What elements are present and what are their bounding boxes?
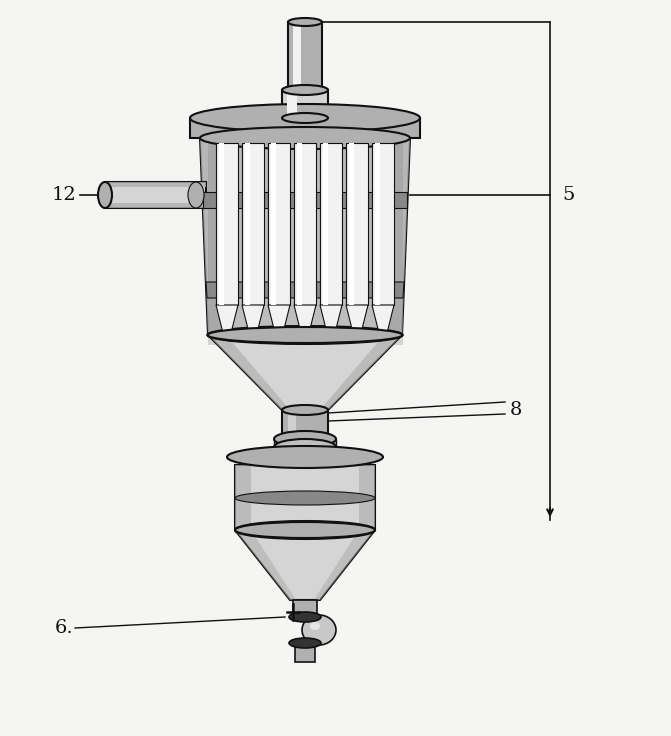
Ellipse shape: [207, 326, 403, 344]
Bar: [216, 143, 238, 305]
Ellipse shape: [200, 127, 410, 149]
Bar: [105, 182, 206, 187]
Ellipse shape: [274, 431, 336, 447]
Bar: [235, 465, 251, 530]
Bar: [245, 143, 250, 305]
Bar: [282, 410, 328, 445]
Ellipse shape: [282, 405, 328, 415]
Polygon shape: [242, 305, 264, 333]
Polygon shape: [294, 305, 316, 333]
Ellipse shape: [190, 104, 420, 132]
Ellipse shape: [302, 615, 336, 645]
Bar: [268, 143, 290, 305]
Polygon shape: [320, 335, 402, 410]
Bar: [295, 643, 315, 662]
Polygon shape: [372, 305, 394, 333]
Polygon shape: [216, 305, 238, 333]
Text: 12: 12: [52, 186, 76, 204]
Bar: [359, 465, 375, 530]
Ellipse shape: [98, 182, 112, 208]
Bar: [346, 143, 368, 305]
Ellipse shape: [289, 612, 321, 622]
Ellipse shape: [289, 638, 321, 648]
Ellipse shape: [207, 327, 403, 343]
Polygon shape: [346, 305, 368, 333]
Bar: [105, 203, 206, 208]
Bar: [208, 143, 403, 345]
Ellipse shape: [188, 182, 204, 208]
Polygon shape: [206, 282, 404, 298]
Bar: [372, 143, 394, 305]
Ellipse shape: [282, 113, 328, 123]
Text: 5: 5: [562, 186, 574, 204]
Bar: [288, 22, 322, 90]
Bar: [190, 118, 420, 138]
Ellipse shape: [235, 522, 375, 538]
Bar: [323, 143, 328, 305]
Polygon shape: [235, 530, 296, 600]
Bar: [288, 410, 296, 445]
Ellipse shape: [235, 491, 375, 505]
Bar: [293, 600, 317, 617]
Bar: [297, 143, 302, 305]
Ellipse shape: [288, 18, 322, 26]
Polygon shape: [203, 192, 407, 208]
Bar: [105, 182, 206, 208]
Polygon shape: [208, 335, 402, 410]
Bar: [349, 143, 354, 305]
Bar: [287, 90, 297, 118]
Polygon shape: [384, 138, 410, 335]
Text: 8: 8: [510, 401, 523, 419]
Bar: [274, 439, 336, 447]
Ellipse shape: [235, 521, 375, 539]
Text: 6.: 6.: [55, 619, 74, 637]
Bar: [242, 143, 264, 305]
Ellipse shape: [274, 439, 336, 455]
Bar: [235, 465, 375, 530]
Bar: [320, 143, 342, 305]
Polygon shape: [235, 530, 375, 600]
Ellipse shape: [227, 446, 383, 468]
Polygon shape: [268, 305, 290, 333]
Bar: [375, 143, 380, 305]
Bar: [293, 22, 301, 90]
Polygon shape: [200, 138, 410, 335]
Bar: [274, 439, 336, 447]
Ellipse shape: [288, 86, 322, 94]
Polygon shape: [200, 138, 226, 335]
Polygon shape: [208, 335, 290, 410]
Bar: [219, 143, 224, 305]
Bar: [294, 143, 316, 305]
Ellipse shape: [282, 85, 328, 95]
Polygon shape: [320, 305, 342, 333]
Bar: [282, 90, 328, 118]
Polygon shape: [314, 530, 375, 600]
Bar: [271, 143, 276, 305]
Ellipse shape: [310, 622, 320, 630]
